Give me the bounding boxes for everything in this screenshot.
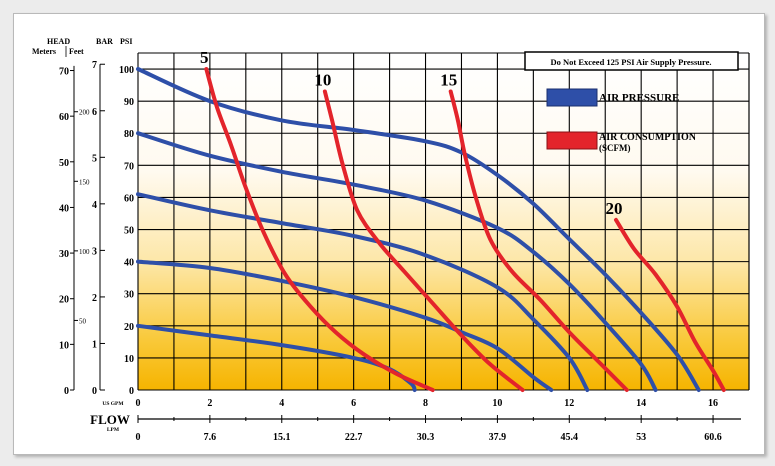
usgpm-tick-label: 0 bbox=[136, 398, 141, 409]
lpm-unit: LPM bbox=[107, 427, 120, 433]
note-box-border bbox=[524, 51, 739, 71]
lpm-tick-label: 15.1 bbox=[273, 432, 291, 443]
psi-tick-label: 10 bbox=[124, 354, 134, 365]
meters-header: Meters bbox=[32, 47, 56, 56]
lpm-tick-label: 22.7 bbox=[345, 432, 363, 443]
usgpm-tick-label: 12 bbox=[564, 398, 574, 409]
head-header: HEAD bbox=[47, 37, 70, 46]
psi-tick-label: 20 bbox=[124, 322, 134, 333]
bar-tick-label: 6 bbox=[92, 107, 97, 118]
air-consumption-label: 20 bbox=[606, 199, 623, 218]
bar-tick-label: 7 bbox=[92, 60, 97, 71]
meters-tick-label: 30 bbox=[59, 249, 69, 260]
flow-label: FLOW bbox=[90, 412, 130, 427]
meters-tick-label: 10 bbox=[59, 340, 69, 351]
air-consumption-curve bbox=[448, 89, 629, 392]
meters-tick-label: 70 bbox=[59, 67, 69, 78]
air-consumption-curve bbox=[204, 67, 435, 392]
psi-tick-label: 70 bbox=[124, 161, 134, 172]
psi-tick-label: 50 bbox=[124, 226, 134, 237]
legend: AIR PRESSURE AIR CONSUMPTION(SCFM) bbox=[546, 88, 697, 153]
bar-tick-label: 3 bbox=[92, 246, 97, 257]
usgpm-tick-label: 10 bbox=[492, 398, 502, 409]
usgpm-tick-label: 14 bbox=[636, 398, 646, 409]
lpm-tick-label: 0 bbox=[136, 432, 141, 443]
psi-tick-label: 30 bbox=[124, 290, 134, 301]
feet-tick-label: 150 bbox=[79, 178, 90, 186]
bar-tick-label: 4 bbox=[92, 200, 97, 211]
series-layer: 5 10 15 20 bbox=[136, 48, 726, 392]
psi-tick-label: 90 bbox=[124, 97, 134, 108]
psi-header: PSI bbox=[120, 37, 132, 46]
note-text: Do Not Exceed 125 PSI Air Supply Pressur… bbox=[550, 57, 711, 67]
bar-tick-label: 1 bbox=[92, 339, 97, 350]
air-consumption-curve bbox=[614, 217, 726, 392]
air-consumption-label: 10 bbox=[314, 71, 331, 90]
meters-tick-label: 0 bbox=[64, 386, 69, 397]
meters-tick-label: 60 bbox=[59, 112, 69, 123]
air-consumption-curve bbox=[322, 89, 525, 392]
grid bbox=[137, 52, 750, 391]
legend-sublabel-air-consumption: (SCFM) bbox=[599, 143, 631, 153]
meters-tick-label: 20 bbox=[59, 295, 69, 306]
feet-tick-label: 50 bbox=[79, 317, 87, 325]
air-pressure-curve bbox=[136, 192, 590, 392]
usgpm-unit: US GPM bbox=[102, 401, 124, 407]
air-pressure-curve bbox=[136, 67, 701, 392]
bar-header: BAR bbox=[96, 37, 113, 46]
axes-layer: 0102030405060708090100012345670102030405… bbox=[32, 37, 741, 443]
air-pressure-curve bbox=[136, 259, 554, 392]
psi-tick-label: 60 bbox=[124, 193, 134, 204]
bar-tick-label: 0 bbox=[92, 386, 97, 397]
bar-tick-label: 5 bbox=[92, 153, 97, 164]
usgpm-tick-label: 8 bbox=[423, 398, 428, 409]
note-box: Do Not Exceed 125 PSI Air Supply Pressur… bbox=[524, 51, 739, 71]
legend-label-air-consumption: AIR CONSUMPTION bbox=[599, 132, 697, 143]
usgpm-tick-label: 16 bbox=[708, 398, 718, 409]
lpm-tick-label: 30.3 bbox=[417, 432, 435, 443]
air-pressure-curve bbox=[136, 323, 417, 392]
usgpm-tick-label: 4 bbox=[279, 398, 284, 409]
psi-tick-label: 80 bbox=[124, 129, 134, 140]
lpm-tick-label: 37.9 bbox=[489, 432, 507, 443]
meters-tick-label: 50 bbox=[59, 158, 69, 169]
legend-swatch-air-consumption bbox=[546, 131, 598, 150]
feet-tick-label: 200 bbox=[79, 109, 90, 117]
usgpm-tick-label: 6 bbox=[351, 398, 356, 409]
lpm-tick-label: 53 bbox=[636, 432, 646, 443]
lpm-tick-label: 7.6 bbox=[204, 432, 217, 443]
air-consumption-label: 5 bbox=[200, 48, 209, 67]
psi-tick-label: 0 bbox=[129, 386, 134, 397]
lpm-tick-label: 60.6 bbox=[704, 432, 722, 443]
psi-tick-label: 100 bbox=[119, 65, 134, 76]
feet-header: Feet bbox=[69, 47, 84, 56]
legend-swatch-air-pressure bbox=[546, 88, 598, 107]
bar-tick-label: 2 bbox=[92, 293, 97, 304]
feet-tick-label: 100 bbox=[79, 248, 90, 256]
chart-frame: 5 10 15 20 0 10 20 30 40 50 60 70 80 90 100 0 1 2 3 4 5 6 7 0 1… bbox=[13, 13, 765, 455]
air-consumption-label: 15 bbox=[440, 71, 457, 90]
air-pressure-curve bbox=[136, 131, 658, 392]
meters-tick-label: 40 bbox=[59, 203, 69, 214]
usgpm-tick-label: 2 bbox=[207, 398, 212, 409]
lpm-tick-label: 45.4 bbox=[561, 432, 579, 443]
psi-tick-label: 40 bbox=[124, 258, 134, 269]
legend-label-air-pressure: AIR PRESSURE bbox=[599, 92, 679, 104]
